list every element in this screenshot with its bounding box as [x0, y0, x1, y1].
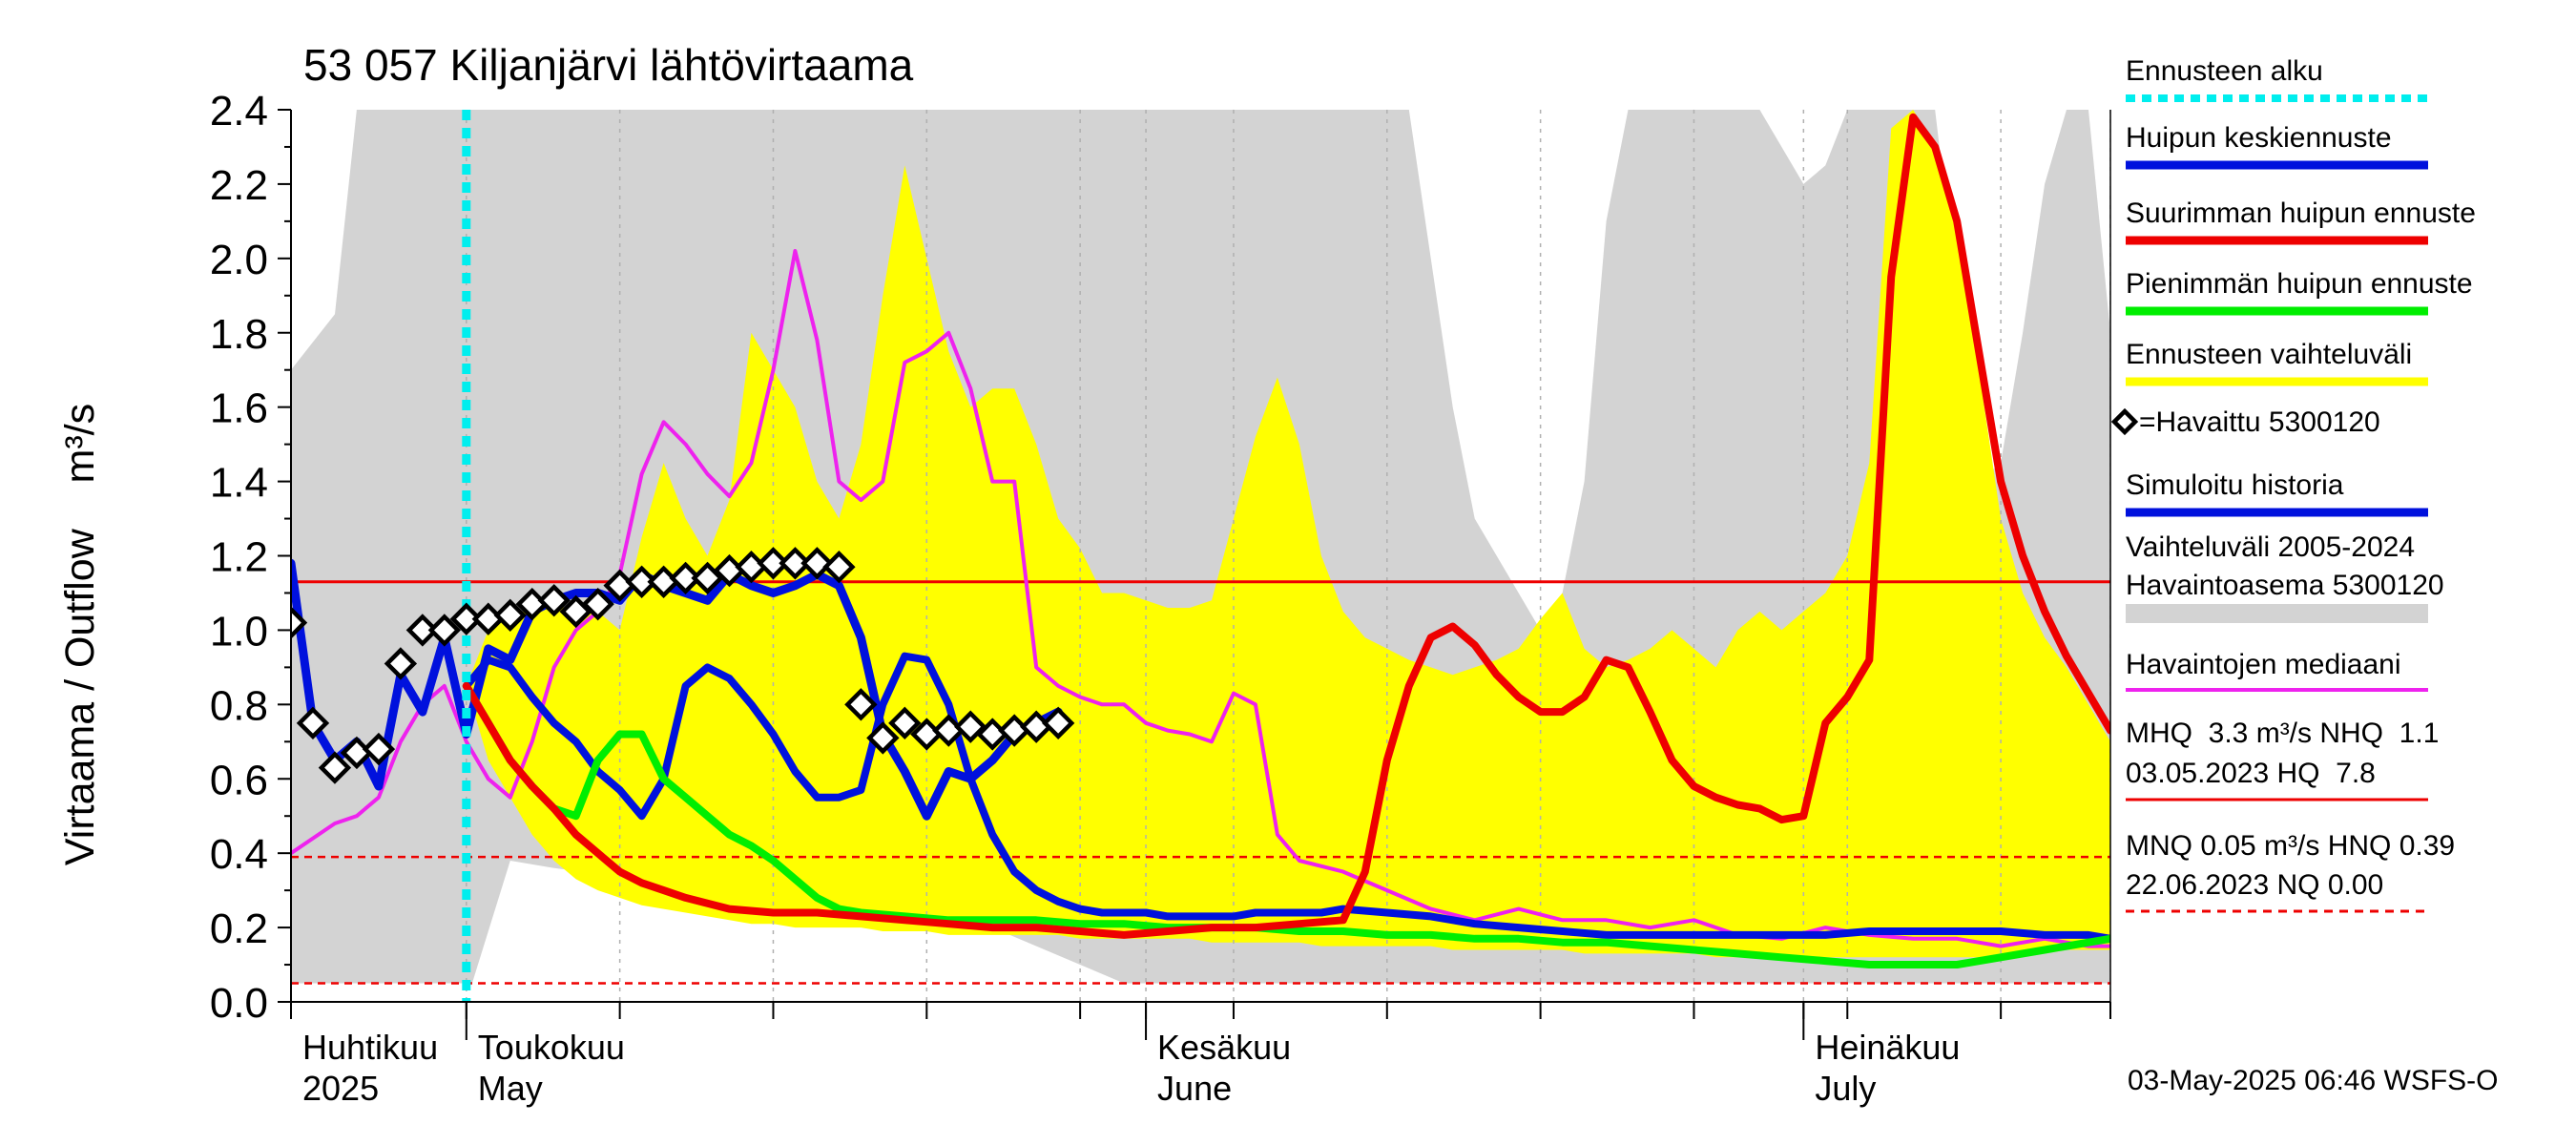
legend-label: Suurimman huipun ennuste [2126, 198, 2476, 229]
stats-line-2: 03.05.2023 HQ 7.8 [2126, 758, 2376, 789]
observed-point [493, 598, 527, 633]
observed-point [866, 721, 900, 755]
legend-swatch [2126, 604, 2428, 623]
y-tick-label: 2.4 [210, 88, 268, 135]
observed-point [757, 547, 790, 580]
legend-label: Havaintojen mediaani [2126, 649, 2401, 680]
legend-label: Vaihteluväli 2005-2024 [2126, 531, 2415, 563]
observed-point [800, 547, 834, 580]
legend-label: Huipun keskiennuste [2126, 122, 2392, 154]
month-sublabel: July [1815, 1069, 1876, 1108]
legend-label: =Havaittu 5300120 [2139, 406, 2380, 438]
observed-point [1041, 706, 1075, 739]
stats-line-1: MHQ 3.3 m³/s NHQ 1.1 [2126, 718, 2439, 749]
stats-line-3: MNQ 0.05 m³/s HNQ 0.39 [2126, 830, 2455, 862]
month-label: Kesäkuu [1157, 1028, 1291, 1067]
legend-label: Ennusteen alku [2126, 55, 2323, 87]
legend-label: Havaintoasema 5300120 [2126, 570, 2444, 601]
observed-point [296, 706, 330, 739]
legend-label: Ennusteen vaihteluväli [2126, 339, 2412, 370]
y-tick-label: 1.8 [210, 311, 268, 358]
y-axis: 0.0 0.2 0.4 0.6 0.8 1.0 1.2 1.4 1.6 1.8 2.0 2.2 2.4 [210, 88, 2111, 1027]
y-tick-label: 0.0 [210, 980, 268, 1027]
observed-point [427, 614, 462, 647]
observed-point [449, 602, 483, 635]
footer-timestamp: 03-May-2025 06:46 WSFS-O [2128, 1065, 2499, 1096]
observed-point [537, 584, 571, 617]
observed-point [888, 706, 922, 739]
month-label: Heinäkuu [1815, 1028, 1960, 1067]
stats-block: MHQ 3.3 m³/s NHQ 1.1 03.05.2023 HQ 7.8 M… [2126, 718, 2455, 913]
y-tick-label: 1.6 [210, 385, 268, 432]
mean-forecast-line [462, 652, 2110, 943]
y-tick-label: 1.2 [210, 534, 268, 581]
observed-point [318, 751, 352, 784]
y-tick-label: 0.4 [210, 831, 268, 878]
observed-point [822, 551, 856, 584]
month-sublabel: June [1157, 1069, 1232, 1108]
observed-point [779, 547, 812, 580]
month-sublabel: May [478, 1069, 543, 1108]
simulated-history-line [291, 558, 1063, 821]
y-tick-label: 0.8 [210, 682, 268, 729]
y-tick-label: 2.0 [210, 237, 268, 283]
observed-point [581, 587, 614, 621]
observed-point [384, 647, 418, 680]
observed-point [405, 614, 440, 647]
plot-area [291, 110, 2110, 1002]
legend: Ennusteen alku Huipun keskiennuste Suurimm… [2110, 55, 2476, 692]
observed-point [844, 688, 878, 721]
stats-line-4: 22.06.2023 NQ 0.00 [2126, 869, 2383, 901]
y-tick-label: 1.4 [210, 460, 268, 507]
min-forecast-line [462, 681, 2110, 968]
y-tick-label: 0.2 [210, 906, 268, 952]
observed-point [669, 561, 702, 595]
y-tick-label: 0.6 [210, 757, 268, 803]
max-forecast-line [462, 113, 2110, 939]
median-line [291, 249, 2110, 948]
y-tick-label: 1.0 [210, 608, 268, 655]
month-label: Toukokuu [478, 1028, 625, 1067]
y-tick-label: 2.2 [210, 162, 268, 209]
month-label: Huhtikuu [302, 1028, 438, 1067]
y-axis-label: Virtaama / Outflow m³/s [57, 404, 103, 865]
legend-label: Pienimmän huipun ennuste [2126, 268, 2473, 300]
observed-point [362, 732, 396, 766]
chart-title: 53 057 Kiljanjärvi lähtövirtaama [303, 40, 914, 90]
month-sublabel: 2025 [302, 1069, 379, 1108]
legend-label: Simuloitu historia [2126, 469, 2344, 501]
legend-marker [2110, 407, 2139, 436]
observed-point [625, 565, 658, 598]
observed-point [291, 606, 308, 639]
